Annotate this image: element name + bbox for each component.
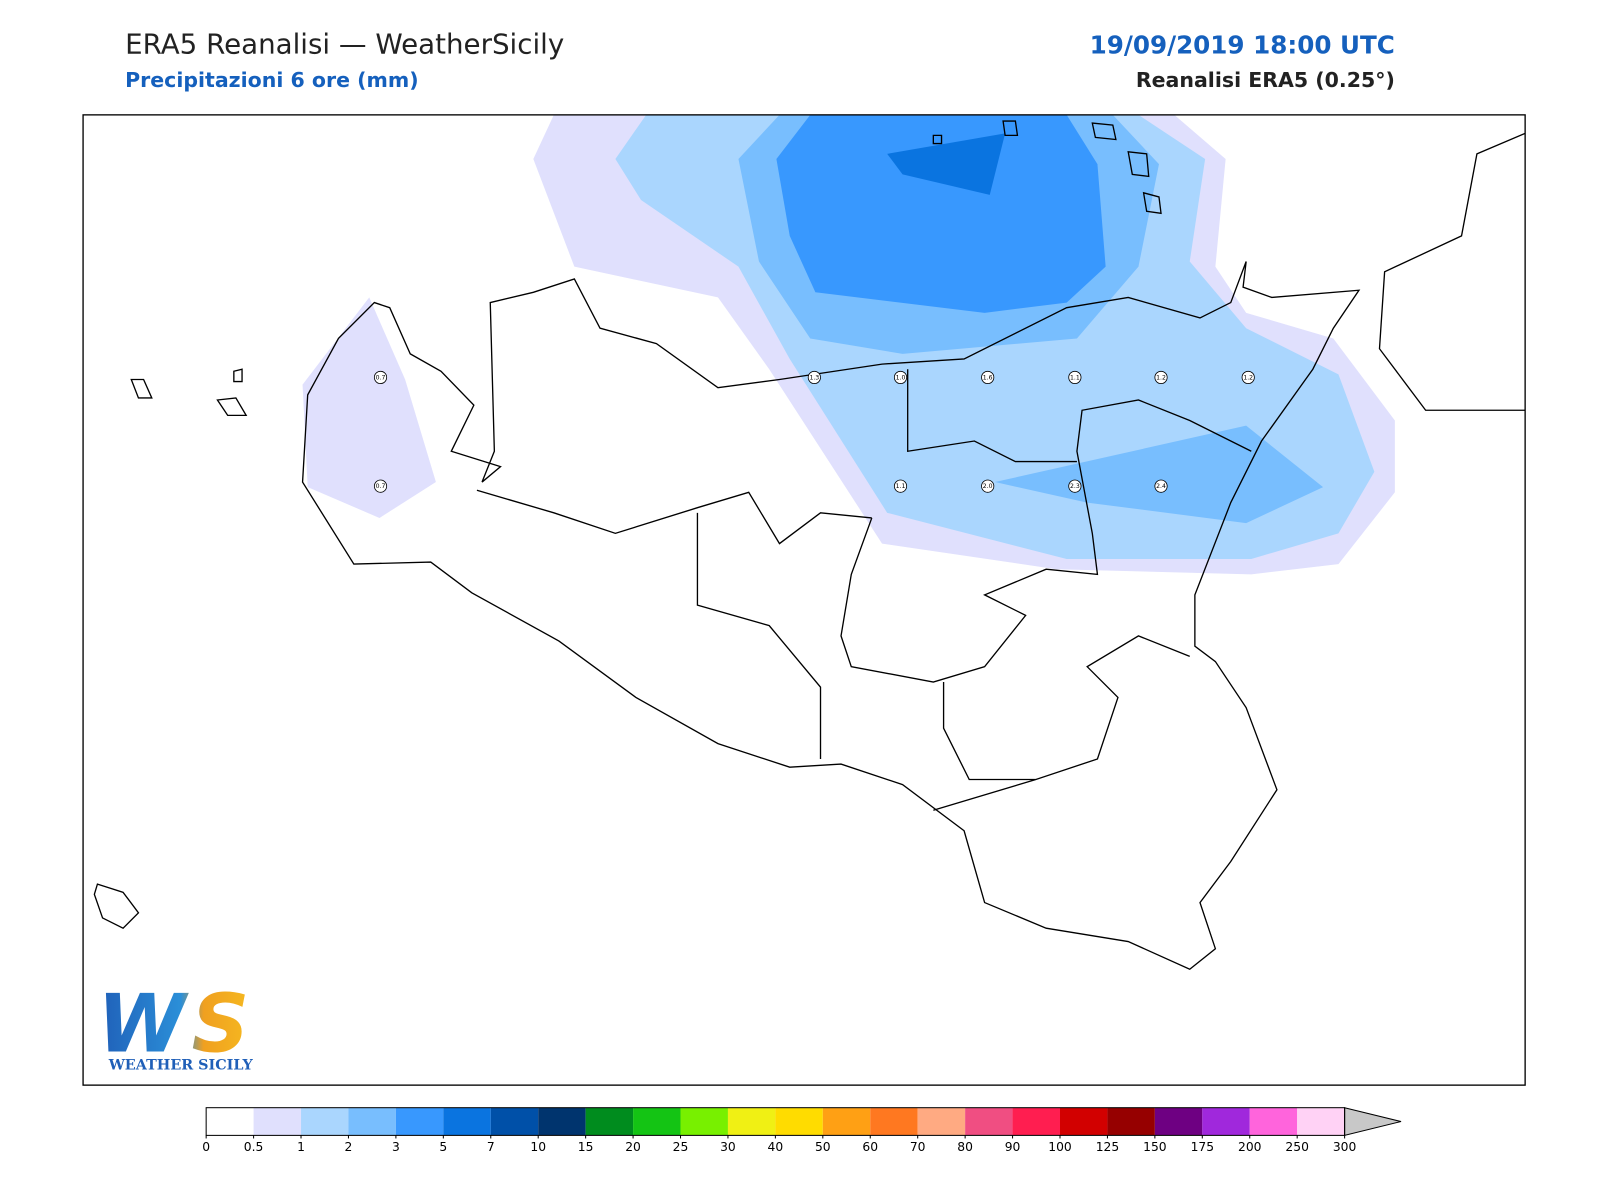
point-label: 1.2	[1243, 374, 1253, 381]
colorbar-box	[1059, 1107, 1108, 1136]
point-label: 1.1	[1070, 374, 1080, 381]
point-marker	[1154, 370, 1168, 384]
colorbar-label: 3	[392, 1140, 400, 1154]
source: Reanalisi ERA5 (0.25°)	[1136, 68, 1395, 92]
point-marker	[1068, 370, 1082, 384]
colorbar-box	[633, 1107, 681, 1136]
colorbar-label: 200	[1238, 1140, 1261, 1154]
colorbar-label: 10	[530, 1140, 546, 1154]
colorbar-label: 2	[345, 1140, 353, 1154]
colorbar-label: 30	[720, 1140, 736, 1154]
point-label: 1.3	[809, 374, 819, 381]
point-label: 1.1	[896, 483, 906, 490]
colorbar-box	[680, 1107, 728, 1136]
colorbar-label: 100	[1048, 1140, 1071, 1154]
colorbar-label: 7	[487, 1140, 495, 1154]
colorbar-box	[1202, 1107, 1250, 1136]
content: ERA5 Reanalisi — WeatherSicily Precipita…	[82, 27, 1526, 1154]
colorbar-box	[917, 1107, 966, 1136]
point-label: 2.0	[983, 483, 993, 490]
point-label: 1.6	[983, 374, 993, 381]
points: 0.7 1.3 1.0 1.6 1.1 1.2 1.2 0.7 1.1 2.0 2.3 2.4	[373, 370, 1255, 493]
colorbar-box	[490, 1107, 539, 1136]
island	[932, 120, 1162, 215]
colorbar-box	[395, 1107, 444, 1136]
colorbar-label: 150	[1143, 1140, 1166, 1154]
colorbar: 0 0.5 1 2 3 5 7 10 15 20 25 30 40 50 60 70 80 90 100 125 150…	[202, 1107, 1402, 1154]
colorbar-box	[822, 1107, 871, 1136]
colorbar-label: 250	[1285, 1140, 1308, 1154]
subtitle: Precipitazioni 6 ore (mm)	[125, 68, 418, 92]
colorbar-box	[1297, 1107, 1345, 1136]
logo-mark: WS	[97, 977, 249, 1070]
colorbar-box	[538, 1107, 586, 1136]
contour	[302, 297, 436, 518]
colorbar-label: 175	[1191, 1140, 1214, 1154]
point-label: 1.0	[896, 374, 906, 381]
colorbar-box	[1249, 1107, 1298, 1136]
point-marker	[1154, 479, 1168, 493]
colorbar-box	[253, 1107, 302, 1136]
colorbar-label: 40	[768, 1140, 784, 1154]
datetime: 19/09/2019 18:00 UTC	[1090, 30, 1395, 59]
island	[93, 883, 140, 930]
colorbar-label: 300	[1333, 1140, 1356, 1154]
colorbar-box	[727, 1107, 776, 1136]
point-marker	[807, 370, 821, 384]
colorbar-box	[348, 1107, 396, 1136]
colorbar-label: 1	[297, 1140, 305, 1154]
colorbar-label: 0	[202, 1140, 210, 1154]
contour	[994, 425, 1324, 524]
colorbar-label: 0.5	[244, 1140, 264, 1154]
point-label: 2.4	[1156, 483, 1166, 490]
colorbar-box	[1012, 1107, 1060, 1136]
borders	[476, 369, 1252, 811]
point-label: 1.2	[1156, 374, 1166, 381]
point-marker	[893, 479, 908, 493]
colorbar-box	[775, 1107, 823, 1136]
colorbar-label: 15	[578, 1140, 594, 1154]
colorbar-box	[301, 1107, 349, 1136]
colorbar-label: 125	[1096, 1140, 1119, 1154]
calabria	[1378, 132, 1526, 411]
colorbar-label: 80	[957, 1140, 973, 1154]
point-marker	[981, 479, 995, 493]
colorbar-box	[1107, 1107, 1155, 1136]
island	[130, 368, 248, 417]
colorbar-label: 60	[862, 1140, 878, 1154]
colorbar-label: 5	[439, 1140, 447, 1154]
colorbar-label: 20	[625, 1140, 641, 1154]
contour	[776, 114, 1106, 313]
colorbar-box	[206, 1107, 254, 1136]
coastline	[301, 261, 1361, 971]
colorbar-box	[965, 1107, 1013, 1136]
point-marker	[373, 370, 388, 384]
map-frame	[82, 114, 1526, 1086]
colorbar-box	[443, 1107, 491, 1136]
contour	[887, 133, 1006, 195]
point-label: 2.3	[1070, 483, 1080, 490]
point-label: 0.7	[376, 483, 386, 490]
colorbar-label: 50	[815, 1140, 831, 1154]
colorbar-label: 70	[910, 1140, 926, 1154]
colorbar-label: 90	[1005, 1140, 1021, 1154]
map: 0.7 1.3 1.0 1.6 1.1 1.2 1.2 0.7 1.1 2.0 2.3 2.4 WS …	[83, 114, 1526, 1086]
point-marker	[373, 479, 388, 493]
title: ERA5 Reanalisi — WeatherSicily	[125, 27, 564, 60]
colorbar-extend	[1344, 1107, 1402, 1137]
logo: WS WEATHER SICILY	[97, 977, 253, 1073]
logo-text: WEATHER SICILY	[108, 1058, 254, 1074]
point-marker	[1068, 479, 1082, 493]
point-marker	[981, 370, 995, 384]
point-marker	[893, 370, 908, 384]
colorbar-label: 25	[673, 1140, 689, 1154]
colorbar-box	[585, 1107, 634, 1136]
colorbar-box	[870, 1107, 918, 1136]
point-label: 0.7	[376, 374, 386, 381]
point-marker	[1241, 370, 1255, 384]
colorbar-box	[1154, 1107, 1203, 1136]
